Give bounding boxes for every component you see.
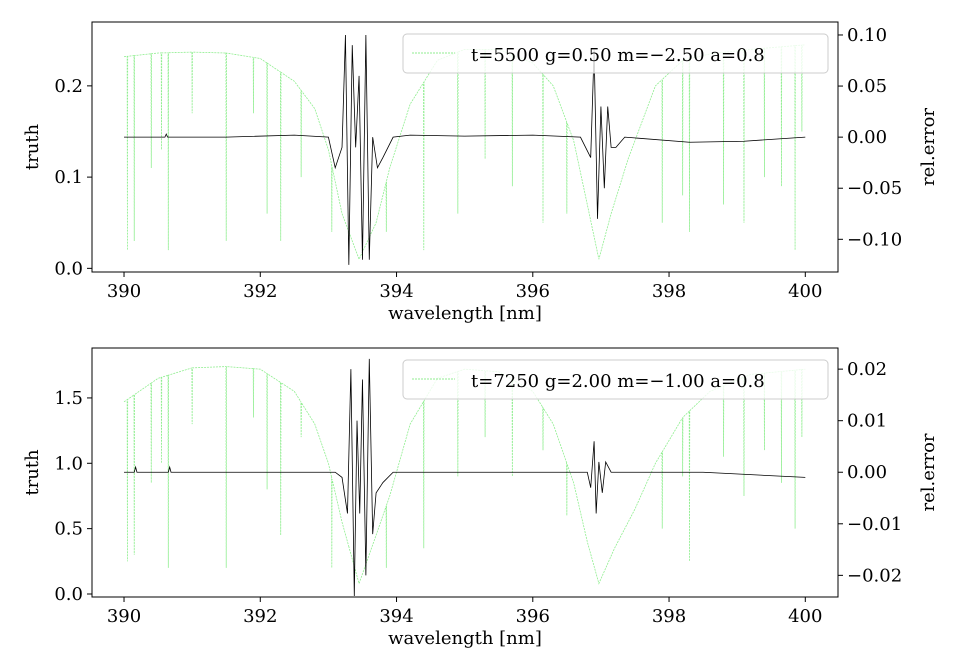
x-axis-label: wavelength [nm] [388, 303, 542, 324]
y-right-tick-label: −0.02 [847, 565, 902, 586]
y-axis-label: truth [22, 123, 43, 170]
y-right-tick-label: −0.01 [847, 514, 902, 535]
y-right-tick-label: 0.02 [847, 359, 887, 380]
x-tick-label: 392 [243, 281, 277, 302]
top-panel: 390 392 394 396 398 400 0.0 0.1 0.2 0.10 0.05 0.00 −… [22, 21, 939, 324]
rel-error-series-line [124, 358, 806, 596]
y-tick-label: 0.2 [54, 76, 83, 97]
x-tick-label: 396 [516, 281, 550, 302]
y-right-tick-label: 0.05 [847, 76, 887, 97]
y-tick-label: 0.0 [54, 258, 83, 279]
x-tick-label: 390 [107, 606, 141, 627]
axes-frame [91, 21, 839, 273]
x-tick-label: 396 [516, 606, 550, 627]
y-tick-label: 0.5 [54, 519, 83, 540]
x-axis-label: wavelength [nm] [388, 628, 542, 649]
legend-label: t=7250 g=2.00 m=−1.00 a=0.8 [471, 371, 765, 392]
x-tick-label: 398 [652, 281, 686, 302]
x-tick-label: 394 [379, 281, 413, 302]
y-right-tick-label: −0.10 [847, 229, 902, 250]
y-right-tick-label: 0.10 [847, 25, 887, 46]
y-right-tick-label: 0.01 [847, 411, 887, 432]
legend-label: t=5500 g=0.50 m=−2.50 a=0.8 [471, 45, 765, 66]
x-tick-label: 390 [107, 281, 141, 302]
y-tick-label: 1.5 [54, 388, 83, 409]
y-axis-label: truth [22, 449, 43, 496]
y-right-tick-label: −0.05 [847, 178, 902, 199]
x-tick-label: 392 [243, 606, 277, 627]
y-right-axis-label: rel.error [918, 108, 939, 186]
y-right-axis-label: rel.error [918, 433, 939, 511]
x-tick-label: 400 [788, 281, 822, 302]
y-right-tick-label: 0.00 [847, 127, 887, 148]
x-tick-label: 394 [379, 606, 413, 627]
y-tick-label: 1.0 [54, 453, 83, 474]
bottom-panel: 390 392 394 396 398 400 0.0 0.5 1.0 1.5 0.02 0.01 0.… [22, 347, 939, 649]
y-tick-label: 0.0 [54, 584, 83, 605]
y-tick-label: 0.1 [54, 167, 83, 188]
y-right-tick-label: 0.00 [847, 462, 887, 483]
x-tick-label: 400 [788, 606, 822, 627]
rel-error-series-line [124, 34, 806, 265]
legend-box [402, 33, 829, 74]
x-tick-label: 398 [652, 606, 686, 627]
legend-box [402, 359, 829, 400]
